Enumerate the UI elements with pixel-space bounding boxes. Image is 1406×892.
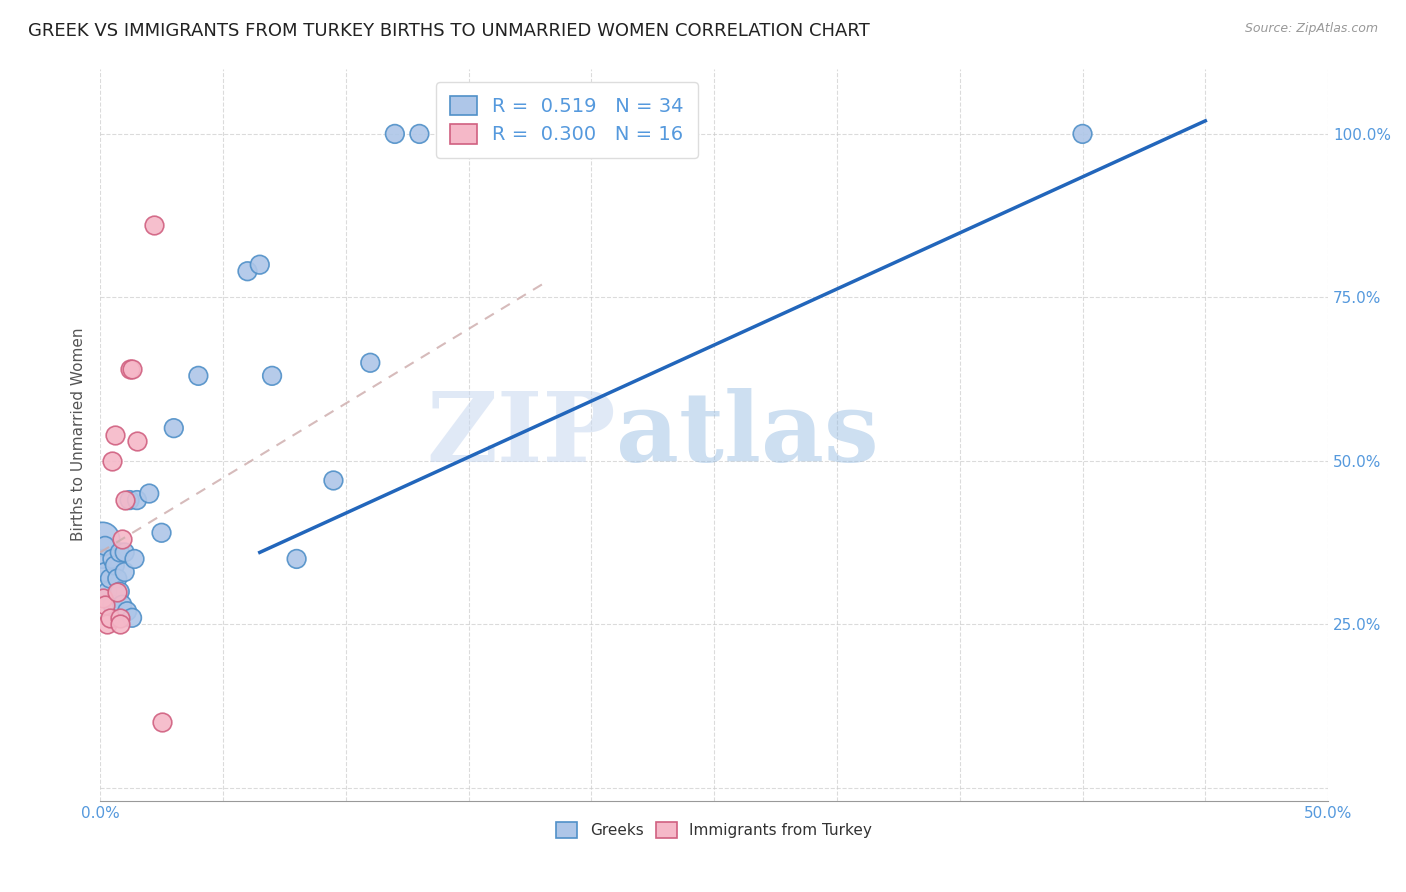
Point: [125, 493, 148, 508]
Point: [104, 558, 127, 573]
Point: [114, 565, 136, 579]
Point: [322, 474, 344, 488]
Text: GREEK VS IMMIGRANTS FROM TURKEY BIRTHS TO UNMARRIED WOMEN CORRELATION CHART: GREEK VS IMMIGRANTS FROM TURKEY BIRTHS T…: [28, 22, 870, 40]
Point: [91, 533, 114, 547]
Point: [108, 617, 131, 632]
Point: [125, 434, 148, 449]
Point: [98, 611, 121, 625]
Point: [187, 368, 209, 383]
Point: [94, 539, 117, 553]
Point: [236, 264, 259, 278]
Point: [114, 493, 136, 508]
Point: [101, 598, 124, 612]
Point: [163, 421, 186, 435]
Text: ZIP: ZIP: [426, 388, 616, 482]
Point: [408, 127, 430, 141]
Text: atlas: atlas: [616, 388, 879, 482]
Point: [260, 368, 283, 383]
Point: [118, 362, 141, 376]
Point: [115, 604, 138, 618]
Point: [94, 565, 117, 579]
Point: [98, 572, 121, 586]
Point: [108, 545, 131, 559]
Point: [114, 545, 136, 559]
Point: [91, 552, 114, 566]
Point: [105, 584, 128, 599]
Y-axis label: Births to Unmarried Women: Births to Unmarried Women: [72, 328, 86, 541]
Point: [124, 552, 146, 566]
Point: [91, 591, 114, 606]
Point: [121, 362, 143, 376]
Point: [138, 486, 160, 500]
Point: [101, 454, 124, 468]
Point: [111, 533, 134, 547]
Point: [108, 584, 131, 599]
Point: [150, 715, 173, 730]
Point: [121, 611, 143, 625]
Point: [384, 127, 406, 141]
Point: [118, 493, 141, 508]
Point: [285, 552, 308, 566]
Point: [111, 598, 134, 612]
Legend: Greeks, Immigrants from Turkey: Greeks, Immigrants from Turkey: [550, 816, 879, 845]
Point: [1071, 127, 1094, 141]
Point: [105, 572, 128, 586]
Point: [150, 525, 173, 540]
Point: [143, 219, 166, 233]
Point: [101, 552, 124, 566]
Point: [96, 617, 118, 632]
Point: [249, 258, 271, 272]
Point: [94, 598, 117, 612]
Point: [457, 127, 479, 141]
Point: [108, 611, 131, 625]
Point: [104, 427, 127, 442]
Point: [359, 356, 381, 370]
Text: Source: ZipAtlas.com: Source: ZipAtlas.com: [1244, 22, 1378, 36]
Point: [96, 584, 118, 599]
